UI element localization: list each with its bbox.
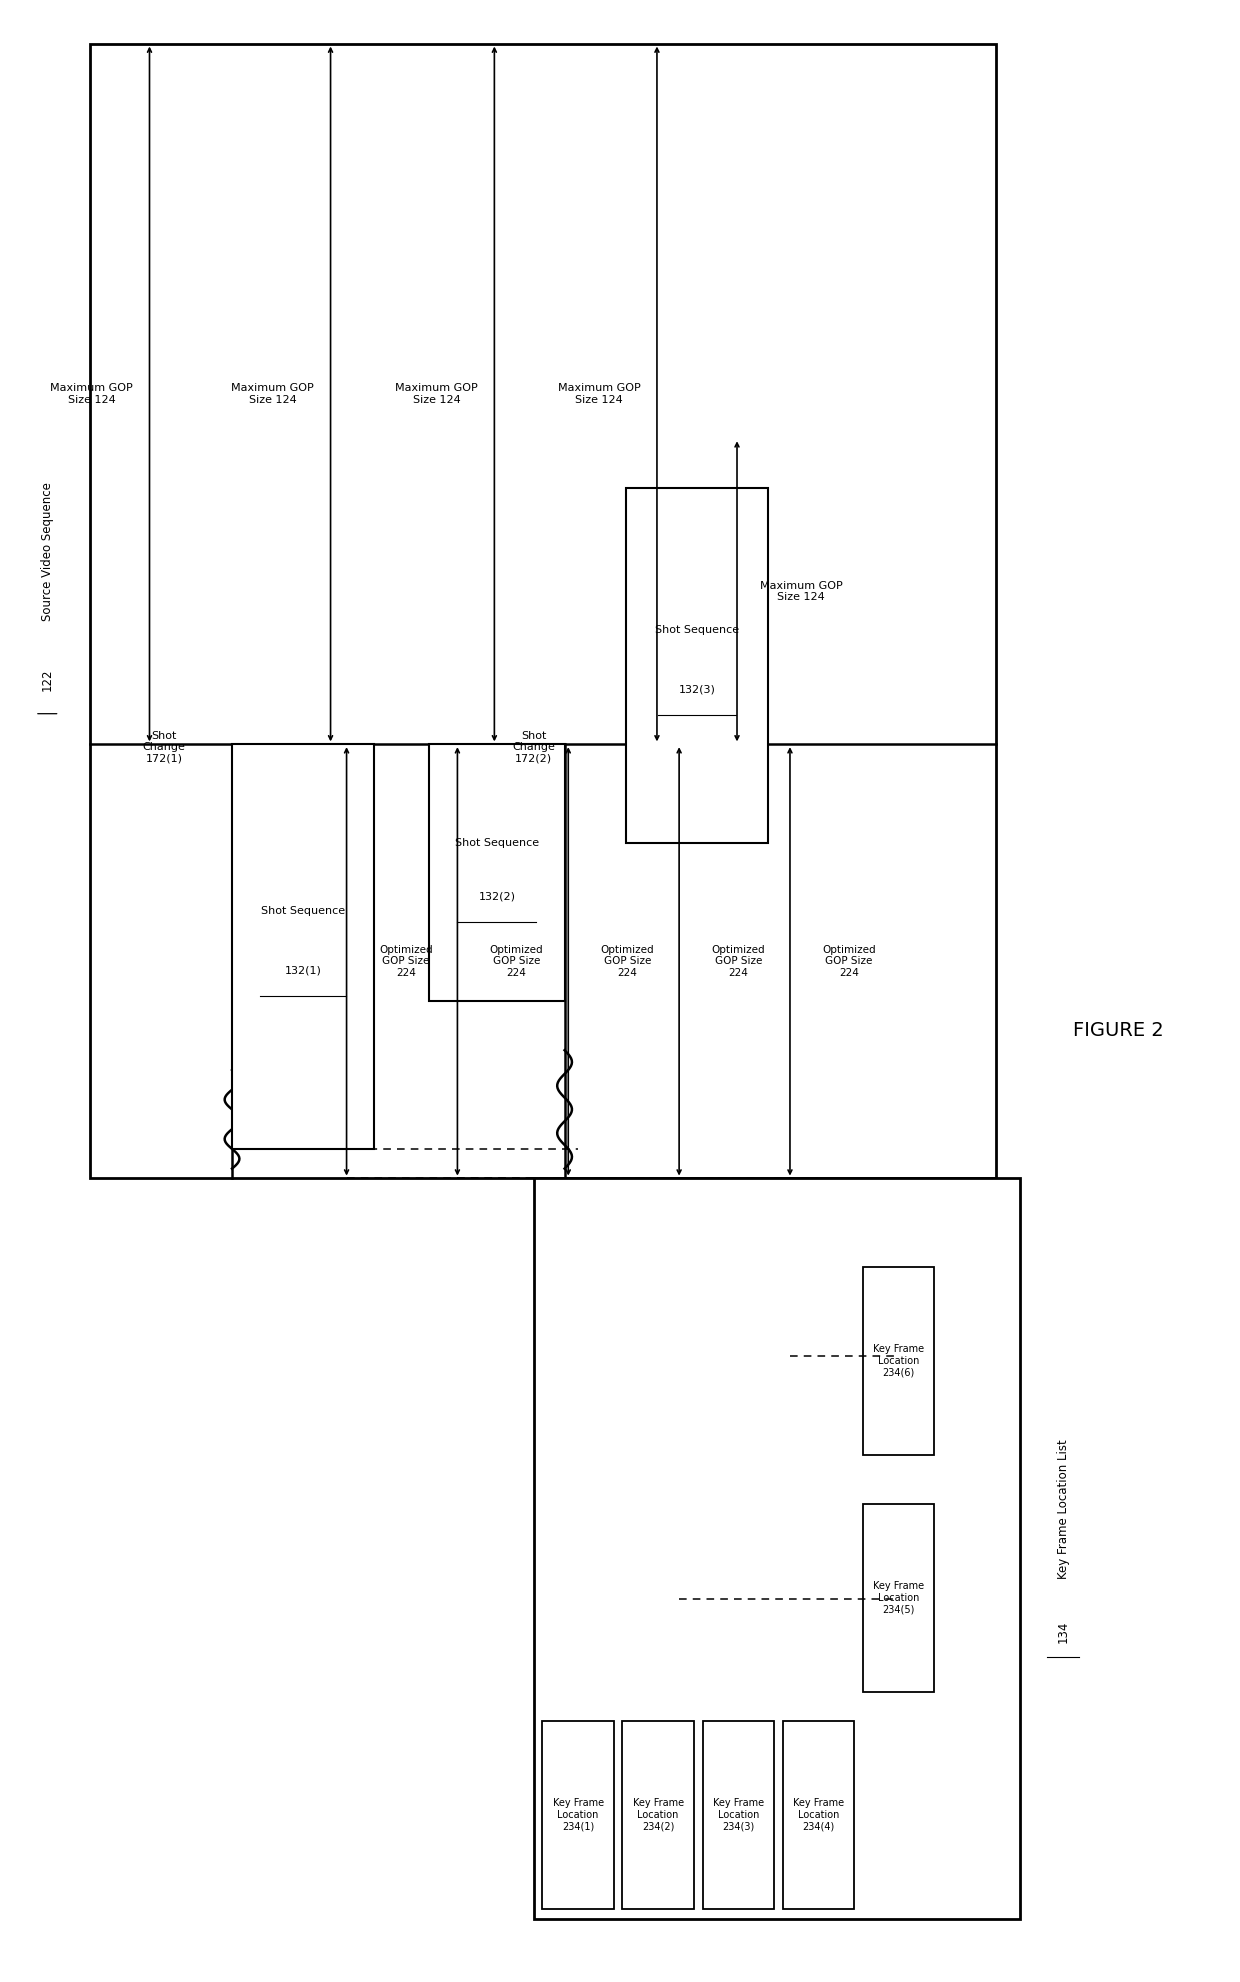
Text: Key Frame Location List: Key Frame Location List [1056, 1439, 1070, 1580]
Bar [542, 1720, 614, 1909]
Text: 134: 134 [1056, 1619, 1070, 1643]
Text: 122: 122 [41, 668, 53, 692]
Text: FIGURE 2: FIGURE 2 [1074, 1021, 1164, 1041]
Text: Key Frame
Location
234(3): Key Frame Location 234(3) [713, 1798, 764, 1831]
Text: Shot Sequence: Shot Sequence [455, 838, 539, 848]
Text: Maximum GOP
Size 124: Maximum GOP Size 124 [396, 383, 477, 404]
Text: 132(2): 132(2) [479, 892, 516, 902]
Text: Optimized
GOP Size
224: Optimized GOP Size 224 [490, 945, 543, 977]
Text: Shot Sequence: Shot Sequence [655, 624, 739, 634]
Text: Optimized
GOP Size
224: Optimized GOP Size 224 [822, 945, 875, 977]
Bar [626, 488, 768, 842]
Text: Key Frame
Location
234(4): Key Frame Location 234(4) [792, 1798, 844, 1831]
Text: Source Video Sequence: Source Video Sequence [41, 482, 53, 620]
Text: Optimized
GOP Size
224: Optimized GOP Size 224 [712, 945, 765, 977]
Text: Shot
Change
172(2): Shot Change 172(2) [512, 731, 556, 763]
Bar [622, 1720, 694, 1909]
Text: Key Frame
Location
234(5): Key Frame Location 234(5) [873, 1582, 924, 1615]
Text: Maximum GOP
Size 124: Maximum GOP Size 124 [760, 581, 842, 603]
Bar [429, 745, 564, 1001]
Text: 132(3): 132(3) [678, 684, 715, 694]
Text: Shot
Change
172(1): Shot Change 172(1) [143, 731, 186, 763]
Bar [91, 44, 996, 1179]
Bar [533, 1179, 1021, 1919]
Text: Key Frame
Location
234(6): Key Frame Location 234(6) [873, 1344, 924, 1377]
Bar [703, 1720, 774, 1909]
Bar [863, 1266, 934, 1455]
Text: 132(1): 132(1) [284, 965, 321, 975]
Text: Shot Sequence: Shot Sequence [260, 906, 345, 916]
Text: Optimized
GOP Size
224: Optimized GOP Size 224 [600, 945, 655, 977]
Text: Maximum GOP
Size 124: Maximum GOP Size 124 [232, 383, 314, 404]
Text: Key Frame
Location
234(1): Key Frame Location 234(1) [553, 1798, 604, 1831]
Bar [232, 745, 373, 1150]
Bar [863, 1504, 934, 1693]
Bar [782, 1720, 854, 1909]
Text: Optimized
GOP Size
224: Optimized GOP Size 224 [379, 945, 433, 977]
Text: Maximum GOP
Size 124: Maximum GOP Size 124 [558, 383, 640, 404]
Text: Key Frame
Location
234(2): Key Frame Location 234(2) [632, 1798, 683, 1831]
Text: Maximum GOP
Size 124: Maximum GOP Size 124 [51, 383, 133, 404]
